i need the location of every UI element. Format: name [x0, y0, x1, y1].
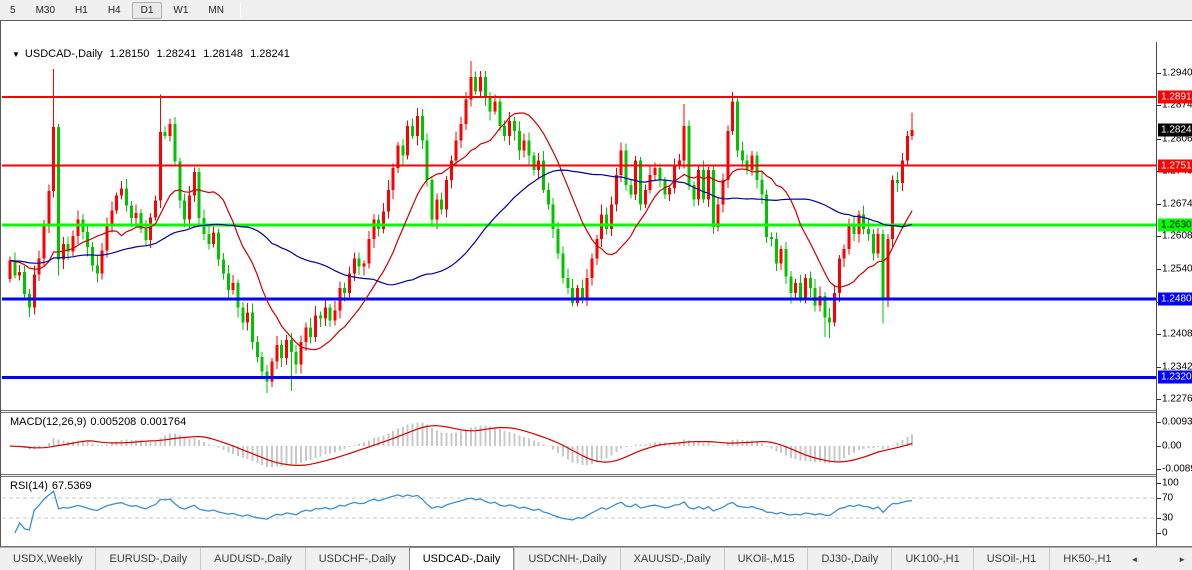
macd-signal-line — [9, 425, 913, 467]
axis-tick-mark — [1157, 498, 1161, 499]
rsi-value: 67.5369 — [51, 480, 92, 492]
symbol-period-label: USDCAD-,Daily — [24, 48, 103, 60]
candlestick-chart-canvas[interactable] — [2, 42, 1156, 410]
rsi-tick-label: 70 — [1162, 492, 1174, 504]
chart-title: ▼ USDCAD-,Daily 1.28150 1.28241 1.28148 … — [12, 48, 294, 60]
ohlc-close: 1.28241 — [250, 48, 290, 60]
price-tick-label: 1.26740 — [1162, 198, 1192, 210]
candlestick-series — [8, 61, 914, 394]
price-tick-label: 1.28060 — [1162, 133, 1192, 145]
timeframe-button-MN[interactable]: MN — [208, 4, 224, 16]
macd-signal-value: 0.001764 — [140, 416, 187, 428]
macd-tick-label: 0.009345 — [1162, 416, 1192, 428]
price-tick-label: 1.29400 — [1162, 67, 1192, 79]
price-tick-label: 1.26080 — [1162, 230, 1192, 242]
axis-tick-mark — [1157, 468, 1161, 470]
chart-tab-hk50-h1[interactable]: HK50-,H1 — [1049, 548, 1124, 570]
chart-tab-bar: USDX,Weekly EURUSD-,Daily AUDUSD-,Daily USD… — [0, 547, 1192, 570]
axis-tick-mark — [1157, 399, 1161, 400]
price-tick-label: 1.23420 — [1162, 361, 1192, 373]
axis-tick-mark — [1157, 105, 1161, 107]
rsi-canvas[interactable] — [2, 477, 1156, 546]
toolbar-separator — [239, 3, 241, 17]
rsi-label: RSI(14) 67.5369 — [10, 480, 92, 492]
timeframe-button-H4[interactable]: H4 — [107, 4, 121, 16]
axis-tick-mark — [1157, 483, 1161, 484]
chart-tab-usdcnh-daily[interactable]: USDCNH-,Daily — [514, 548, 619, 570]
macd-indicator-pane[interactable]: MACD(12,26,9) 0.005208 0.001764 — [2, 413, 1156, 474]
chart-tab-audusd-daily[interactable]: AUDUSD-,Daily — [200, 548, 305, 570]
axis-tick-mark — [1157, 138, 1161, 140]
axis-tick-mark — [1157, 518, 1161, 519]
chart-tab-usoil-h1[interactable]: USOil-,H1 — [972, 548, 1050, 570]
pane-border — [1, 546, 1192, 547]
chart-tab-ukoil-m15[interactable]: UKOil-,M15 — [723, 548, 808, 570]
price-tick-label: 1.25400 — [1162, 263, 1192, 275]
tab-scroll-left-icon[interactable]: ◄ — [1130, 554, 1139, 564]
macd-canvas[interactable] — [2, 413, 1156, 474]
chart-tab-uk100-h1[interactable]: UK100-,H1 — [891, 548, 972, 570]
axis-tick-mark — [1157, 446, 1161, 447]
chart-tab-usdcad-daily[interactable]: USDCAD-,Daily — [408, 547, 515, 570]
macd-histogram — [9, 422, 914, 468]
current-price-badge: 1.28241 — [1158, 123, 1192, 137]
level-price-badge: 1.24800 — [1158, 292, 1192, 306]
timeframe-toolbar: 5 M30 H1 H4 D1 W1 MN — [0, 0, 1192, 20]
axis-tick-mark — [1157, 269, 1161, 271]
ohlc-open: 1.28150 — [109, 48, 150, 60]
moving-average-45 — [9, 169, 913, 286]
timeframe-button-D1[interactable]: D1 — [131, 1, 163, 19]
rsi-line — [14, 489, 913, 534]
timeframe-button-5[interactable]: 5 — [10, 4, 16, 16]
axis-tick-mark — [1157, 72, 1161, 74]
macd-tick-label: -0.008901 — [1162, 463, 1192, 475]
chart-tab-eurusd-daily[interactable]: EURUSD-,Daily — [95, 548, 200, 570]
chart-tab-xauusd-daily[interactable]: XAUUSD-,Daily — [619, 548, 724, 570]
chart-window: ▼ USDCAD-,Daily 1.28150 1.28241 1.28148 … — [0, 20, 1192, 567]
rsi-tick-label: 100 — [1162, 477, 1179, 489]
timeframe-button-W1[interactable]: W1 — [173, 4, 189, 16]
pane-splitter[interactable] — [1, 410, 1192, 413]
level-price-badge: 1.27515 — [1158, 159, 1192, 173]
ohlc-low: 1.28148 — [203, 48, 244, 60]
chart-title-text: USDCAD-,Daily 1.28150 1.28241 1.28148 1.… — [25, 48, 294, 60]
rsi-tick-label: 30 — [1162, 512, 1174, 524]
rsi-indicator-pane[interactable]: RSI(14) 67.5369 — [2, 477, 1156, 546]
pane-splitter[interactable] — [1, 474, 1192, 477]
ohlc-high: 1.28241 — [156, 48, 197, 60]
axis-tick-mark — [1157, 334, 1161, 336]
axis-tick-mark — [1157, 366, 1161, 368]
axis-tick-mark — [1157, 421, 1161, 423]
tab-bar-spacer — [1144, 548, 1172, 570]
moving-average-14 — [9, 112, 913, 351]
axis-tick-mark — [1157, 235, 1161, 237]
tab-scroll-right-icon[interactable]: ► — [1178, 554, 1186, 564]
chart-tab-usdchf-daily[interactable]: USDCHF-,Daily — [304, 548, 409, 570]
timeframe-button-H1[interactable]: H1 — [75, 4, 88, 16]
rsi-tick-label: 0 — [1162, 527, 1168, 539]
chart-expander-icon[interactable]: ▼ — [12, 49, 20, 59]
level-price-badge: 1.28912 — [1158, 90, 1192, 104]
macd-tick-label: 0.00 — [1162, 440, 1182, 452]
macd-main-value: 0.005208 — [90, 416, 137, 428]
macd-label: MACD(12,26,9) 0.005208 0.001764 — [10, 416, 187, 428]
level-price-badge: 1.26303 — [1158, 218, 1192, 232]
main-price-pane[interactable]: ▼ USDCAD-,Daily 1.28150 1.28241 1.28148 … — [2, 42, 1156, 410]
chart-tab-usdx-weekly[interactable]: USDX,Weekly — [13, 553, 83, 565]
price-axis[interactable]: 1.294001.287401.280601.274001.267401.260… — [1156, 42, 1192, 546]
axis-tick-mark — [1157, 533, 1161, 534]
axis-tick-mark — [1157, 203, 1161, 205]
price-tick-label: 1.24080 — [1162, 328, 1192, 340]
price-tick-label: 1.28740 — [1162, 99, 1192, 111]
level-price-badge: 1.23203 — [1158, 370, 1192, 384]
timeframe-button-M30[interactable]: M30 — [35, 4, 56, 16]
chart-tab-dj30-daily[interactable]: DJ30-,Daily — [807, 548, 891, 570]
